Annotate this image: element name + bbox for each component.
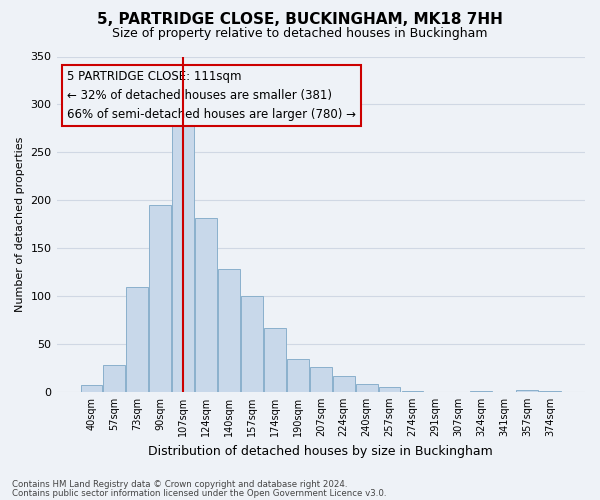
Bar [310, 367, 332, 392]
Bar [333, 376, 355, 392]
Text: 5 PARTRIDGE CLOSE: 111sqm
← 32% of detached houses are smaller (381)
66% of semi: 5 PARTRIDGE CLOSE: 111sqm ← 32% of detac… [67, 70, 356, 121]
Bar [218, 269, 240, 392]
Bar [516, 390, 538, 392]
Bar [172, 115, 194, 392]
Bar [401, 391, 424, 392]
Text: Size of property relative to detached houses in Buckingham: Size of property relative to detached ho… [112, 28, 488, 40]
Bar [470, 391, 492, 392]
Bar [195, 218, 217, 392]
Bar [241, 296, 263, 392]
Y-axis label: Number of detached properties: Number of detached properties [15, 136, 25, 312]
Text: 5, PARTRIDGE CLOSE, BUCKINGHAM, MK18 7HH: 5, PARTRIDGE CLOSE, BUCKINGHAM, MK18 7HH [97, 12, 503, 28]
Bar [539, 391, 561, 392]
Text: Contains public sector information licensed under the Open Government Licence v3: Contains public sector information licen… [12, 488, 386, 498]
Bar [80, 385, 103, 392]
Bar [127, 288, 148, 392]
Bar [149, 205, 171, 392]
X-axis label: Distribution of detached houses by size in Buckingham: Distribution of detached houses by size … [148, 444, 493, 458]
Bar [103, 365, 125, 392]
Bar [356, 384, 377, 392]
Text: Contains HM Land Registry data © Crown copyright and database right 2024.: Contains HM Land Registry data © Crown c… [12, 480, 347, 489]
Bar [379, 387, 400, 392]
Bar [287, 359, 309, 392]
Bar [264, 328, 286, 392]
